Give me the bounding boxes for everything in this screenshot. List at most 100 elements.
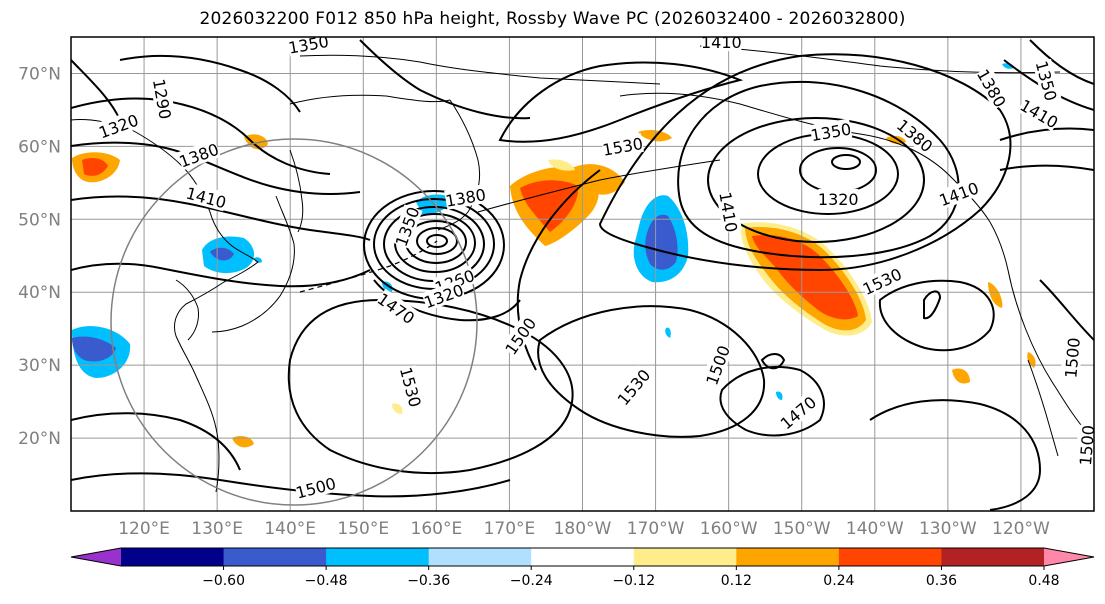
contour-label: 1410 bbox=[701, 33, 742, 52]
positive-anomaly bbox=[232, 436, 254, 448]
track-line bbox=[299, 240, 438, 293]
contour-line bbox=[71, 141, 361, 195]
lat-tick-label: 40°N bbox=[18, 283, 61, 303]
contour-label-bg bbox=[421, 279, 466, 312]
contour-label-bg bbox=[936, 177, 981, 210]
negative-anomaly bbox=[665, 327, 671, 338]
coastline-okhotsk bbox=[289, 94, 451, 105]
lon-tick-label: 140°E bbox=[264, 519, 316, 539]
colorbar-tick-label: 0.36 bbox=[926, 573, 957, 589]
negative-anomaly bbox=[776, 391, 783, 400]
lon-tick-label: 130°W bbox=[919, 519, 977, 539]
contour-label-bg bbox=[184, 182, 229, 212]
contour-label-bg bbox=[601, 133, 644, 159]
colorbar-tick-label: 0.48 bbox=[1028, 573, 1059, 589]
colorbar-segment bbox=[838, 548, 942, 566]
contour-label-bg bbox=[1017, 94, 1062, 132]
positive-anomaly bbox=[1027, 352, 1036, 368]
contour-label: 1500 bbox=[1076, 424, 1098, 466]
colorbar-extend-right bbox=[1044, 548, 1094, 566]
colorbar-tick-label: −0.36 bbox=[407, 573, 450, 589]
contour-label-group: 1500 bbox=[1060, 337, 1084, 379]
contour-line bbox=[71, 97, 331, 175]
colorbar-segment bbox=[736, 548, 840, 566]
colorbar-segment bbox=[633, 548, 737, 566]
coastline-asia bbox=[71, 119, 259, 493]
coastline-aleutians bbox=[477, 159, 721, 213]
contour-line bbox=[1029, 39, 1094, 85]
colorbar-segment bbox=[531, 548, 635, 566]
contour-line bbox=[416, 227, 458, 255]
contour-label-bg bbox=[859, 263, 905, 298]
contour-label-bg bbox=[396, 365, 426, 409]
lon-tick-label: 120°E bbox=[118, 519, 170, 539]
coastline-japan bbox=[211, 195, 295, 333]
contour-label-bg bbox=[293, 472, 338, 502]
positive-anomaly bbox=[82, 158, 108, 176]
positive-anomaly bbox=[952, 368, 970, 384]
contour-label-bg bbox=[444, 184, 487, 210]
colorbar-segment bbox=[428, 548, 532, 566]
contour-line bbox=[999, 127, 1094, 141]
contour-line bbox=[71, 59, 121, 121]
contour-label-bg bbox=[818, 188, 859, 208]
contour-label-bg bbox=[1074, 424, 1094, 467]
lon-tick-label: 150°W bbox=[773, 519, 831, 539]
colorbar-segment bbox=[223, 548, 327, 566]
lat-tick-label: 20°N bbox=[18, 429, 61, 449]
lon-tick-label: 160°E bbox=[411, 519, 463, 539]
colorbar-segment bbox=[121, 548, 225, 566]
lon-tick-label: 140°W bbox=[846, 519, 904, 539]
colorbar-segment bbox=[326, 548, 430, 566]
contour-label: 1320 bbox=[818, 190, 859, 209]
contour-label-group: 1320 bbox=[818, 188, 859, 209]
contour-label-bg bbox=[701, 37, 742, 52]
contour-label: 1350 bbox=[287, 32, 330, 58]
positive-anomaly bbox=[244, 134, 268, 150]
plot-frame bbox=[70, 36, 1095, 512]
contour-label-bg bbox=[1060, 337, 1083, 379]
contour-label: 1500 bbox=[1061, 337, 1083, 379]
coastline-siberia bbox=[299, 54, 661, 85]
contour-label-bg bbox=[176, 138, 221, 171]
lat-tick-label: 30°N bbox=[18, 356, 61, 376]
contour-label-bg bbox=[809, 118, 853, 145]
negative-anomaly bbox=[72, 336, 116, 362]
colorbar: −0.60 −0.48 −0.36 −0.24 −0.12 0.12 0.24 0.36 0.4… bbox=[70, 547, 1095, 589]
lon-tick-label: 130°E bbox=[191, 519, 243, 539]
contour-label-bg bbox=[701, 342, 733, 388]
positive-anomaly bbox=[752, 234, 858, 320]
contour-line bbox=[923, 290, 942, 320]
contour-label-bg bbox=[96, 109, 141, 142]
coastline-canada bbox=[989, 221, 1091, 437]
contour-line bbox=[71, 412, 241, 471]
contour-label-bg bbox=[973, 65, 1011, 110]
lon-tick-label: 120°W bbox=[992, 519, 1050, 539]
contour-label-bg bbox=[893, 114, 937, 156]
lat-tick-label: 50°N bbox=[18, 210, 61, 230]
colorbar-tick-label: −0.48 bbox=[305, 573, 348, 589]
coastline-korea bbox=[175, 279, 199, 341]
contour-line bbox=[1039, 279, 1094, 341]
contour-line bbox=[498, 61, 744, 143]
contour-label-bg bbox=[374, 288, 419, 328]
negative-anomaly bbox=[210, 247, 234, 261]
contour-line bbox=[869, 399, 1042, 511]
contour-line bbox=[707, 117, 925, 243]
contour-label-bg bbox=[390, 204, 423, 249]
coastline-kamchatka bbox=[437, 99, 481, 231]
contour-line bbox=[359, 39, 531, 120]
latitude-labels: 20°N 30°N 40°N 50°N 60°N 70°N bbox=[18, 64, 61, 449]
contour-line bbox=[426, 234, 448, 248]
positive-anomaly bbox=[572, 164, 625, 195]
colorbar-segment bbox=[941, 548, 1045, 566]
contour-label-bg bbox=[613, 365, 654, 409]
lon-tick-label: 150°E bbox=[337, 519, 389, 539]
positive-anomaly bbox=[548, 159, 575, 171]
coastline-sakhalin bbox=[289, 149, 304, 233]
contour-line bbox=[598, 53, 1012, 272]
contour-label-bg bbox=[776, 392, 820, 433]
lat-tick-label: 60°N bbox=[18, 137, 61, 157]
contour-line bbox=[878, 279, 995, 352]
